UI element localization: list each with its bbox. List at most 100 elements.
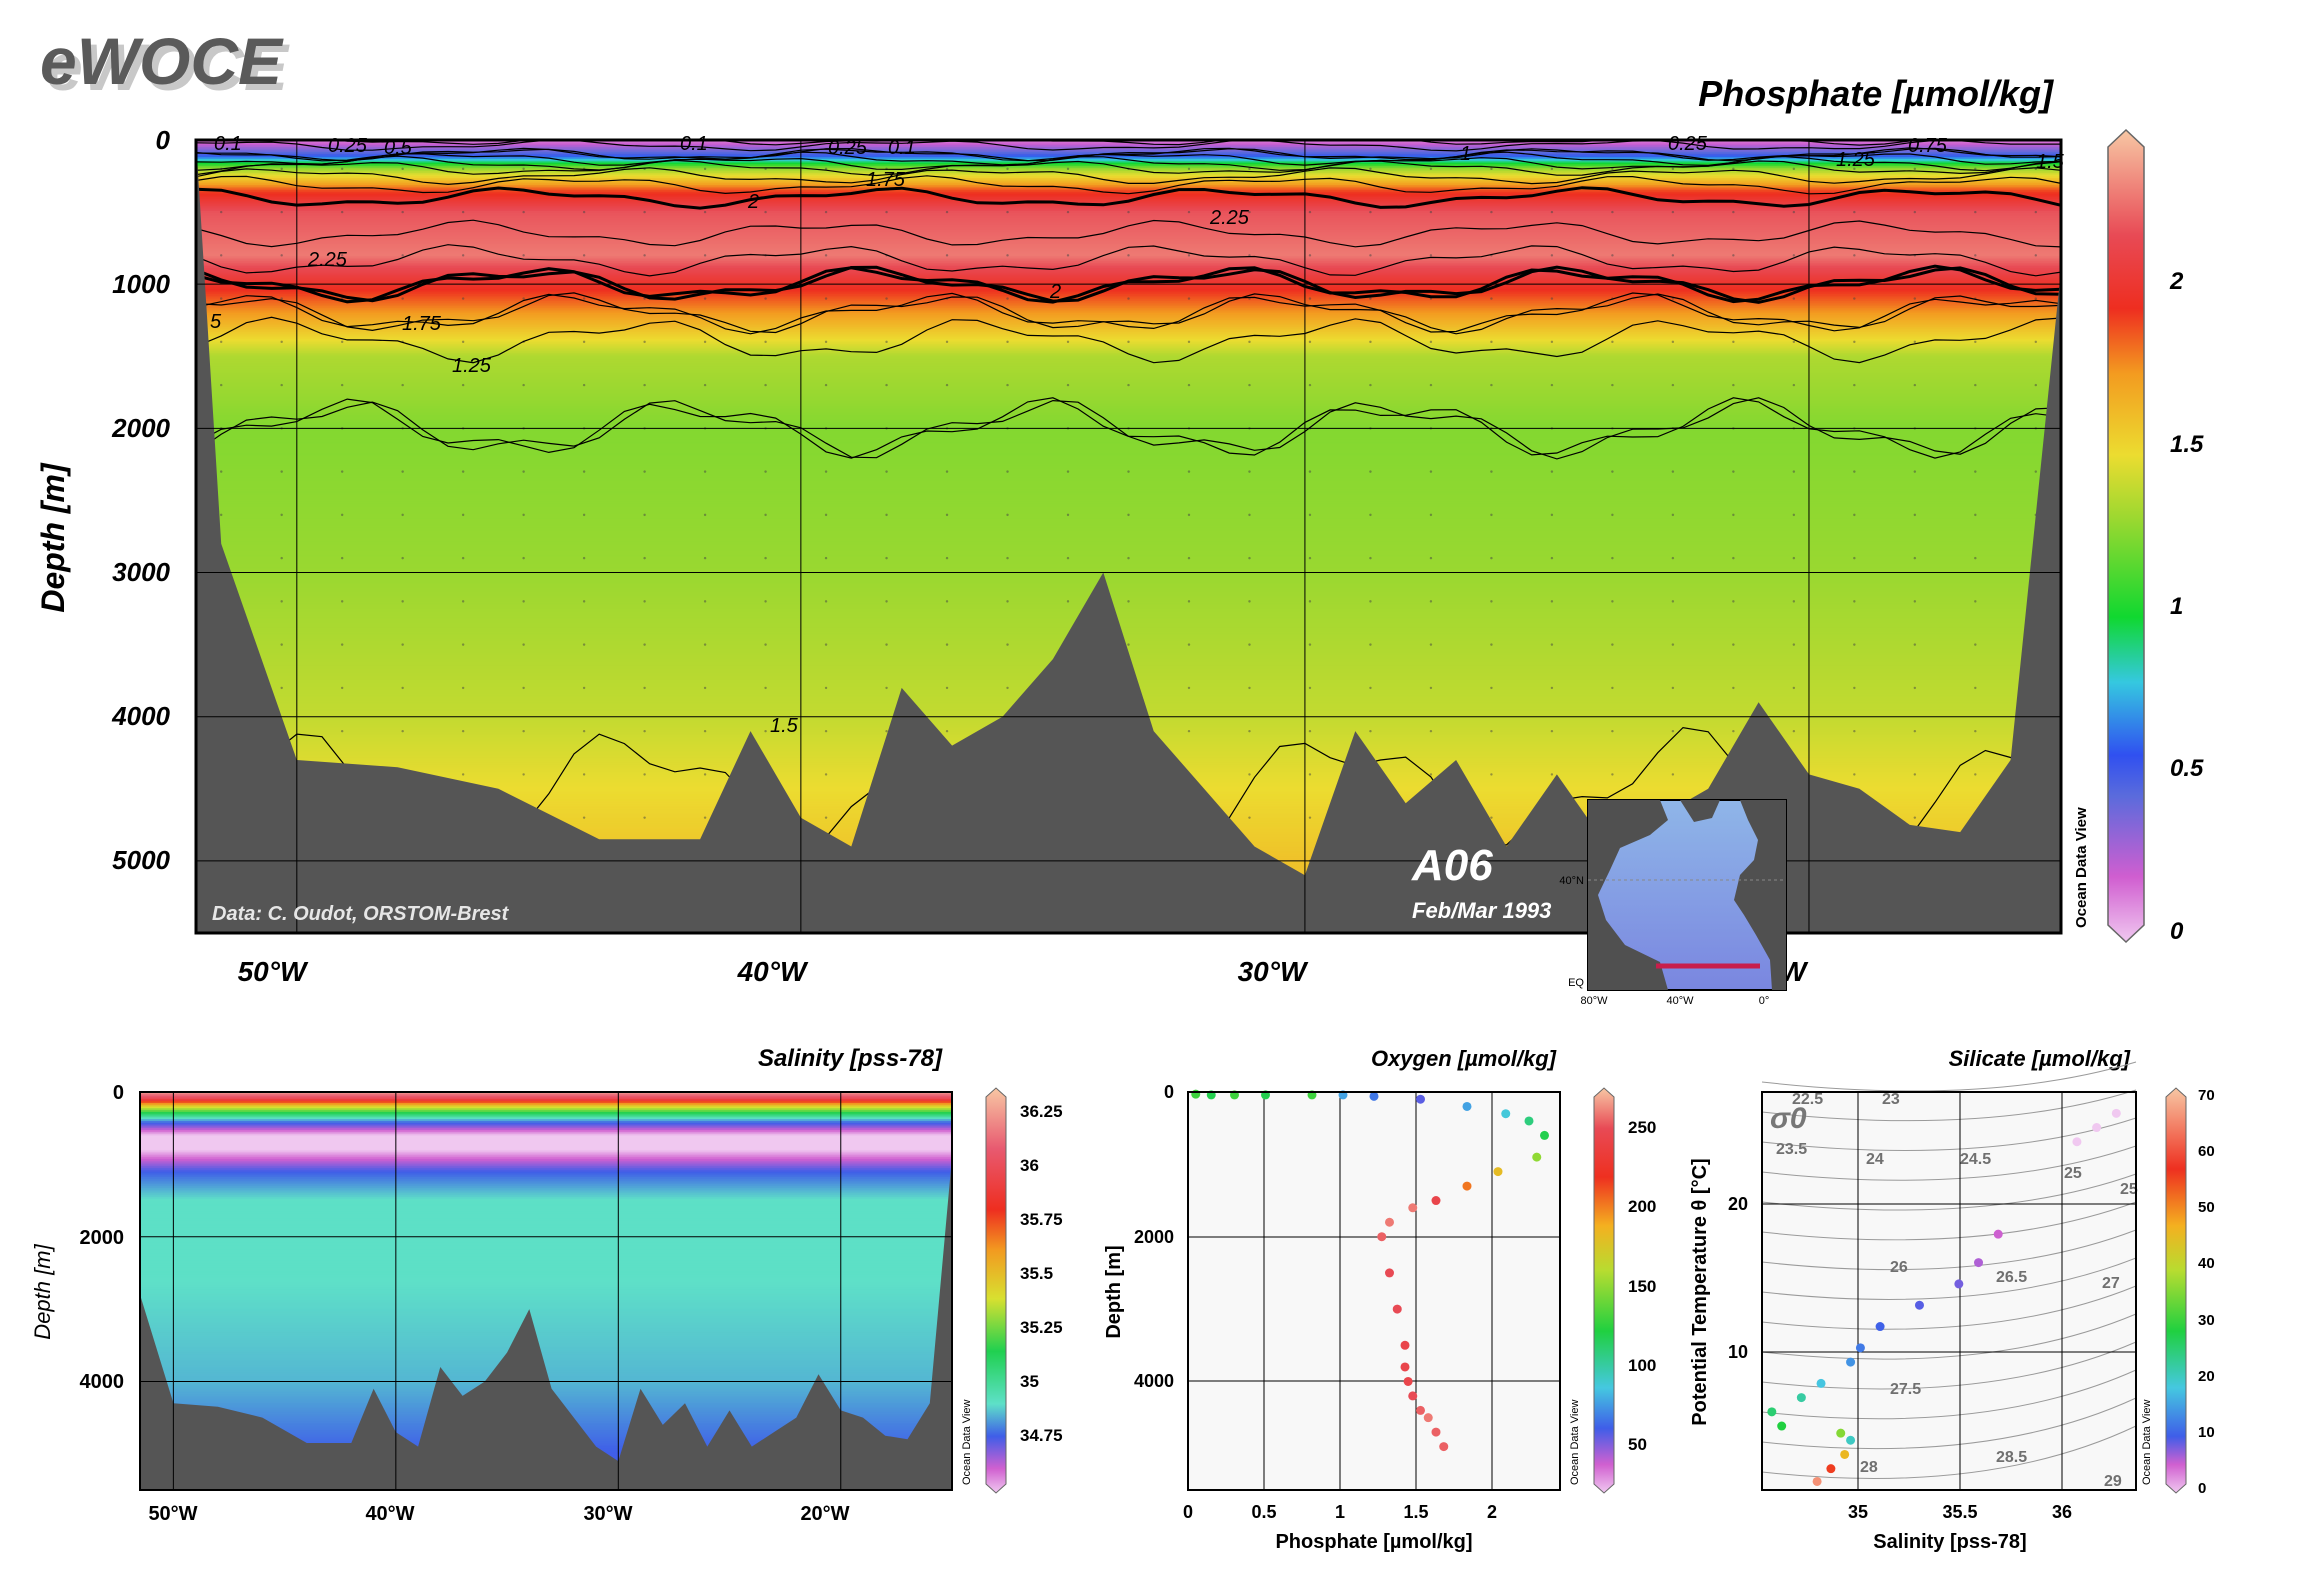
depth-band <box>196 577 2061 581</box>
sample-dot <box>220 210 223 214</box>
sal-cbar-35.25: 35.25 <box>1020 1318 1063 1337</box>
sil-cbar-60: 60 <box>2198 1143 2215 1160</box>
sample-dot <box>1006 167 1009 171</box>
depth-band <box>196 588 2061 591</box>
sample-dot <box>401 297 404 300</box>
sample-dot <box>2034 340 2037 344</box>
depth-band <box>196 356 2061 359</box>
depth-band <box>140 1303 952 1307</box>
depth-band <box>140 1300 952 1303</box>
sample-dot <box>885 383 888 387</box>
sample-dot <box>340 340 344 344</box>
sample-dot <box>1066 513 1070 517</box>
data-point <box>1385 1268 1394 1278</box>
seafloor-topography <box>196 140 2061 933</box>
sample-dot <box>1490 383 1493 387</box>
sil-cbar-50: 50 <box>2198 1199 2215 1216</box>
sample-dot <box>1490 340 1493 344</box>
depth-band <box>196 385 2061 389</box>
sample-dot <box>1792 513 1796 517</box>
depth-band <box>196 323 2061 326</box>
isopycnal <box>1761 1173 2137 1211</box>
sample-dot <box>1006 600 1009 603</box>
sil-cbar-0: 0 <box>2198 1480 2206 1497</box>
depth-band <box>196 435 2061 439</box>
sample-dot <box>1187 729 1191 733</box>
depth-band <box>140 1336 952 1339</box>
ts-points <box>1767 1108 2121 1486</box>
sample-dot <box>2034 254 2037 257</box>
sample-dot <box>945 729 949 733</box>
depth-band <box>196 402 2061 406</box>
contour-label: 0.25 <box>828 137 868 159</box>
depth-band <box>140 1233 952 1236</box>
depth-band <box>140 1312 952 1316</box>
depth-band <box>196 645 2061 648</box>
sample-dot <box>1853 513 1856 517</box>
depth-band <box>196 591 2061 595</box>
sample-dot <box>824 340 828 344</box>
depth-band <box>196 434 2061 437</box>
salinity-grid <box>140 1092 952 1490</box>
data-point <box>1416 1094 1425 1104</box>
contour-label: 0.25 <box>1668 133 1708 155</box>
sal-xtick-30w: 30°W <box>583 1503 632 1525</box>
sample-dot <box>945 340 949 344</box>
depth-band <box>196 553 2061 557</box>
sample-dot <box>1550 297 1554 300</box>
depth-band <box>196 145 2061 148</box>
sal-cbar-35.5: 35.5 <box>1020 1264 1053 1283</box>
sample-dot <box>1127 600 1130 603</box>
depth-band <box>196 349 2061 352</box>
depth-band <box>140 1359 952 1363</box>
depth-band <box>196 217 2061 221</box>
sample-dot <box>1248 816 1251 819</box>
depth-band <box>140 1231 952 1234</box>
depth-band <box>196 413 2061 416</box>
depth-band <box>196 501 2061 505</box>
sample-dot <box>1006 686 1009 690</box>
depth-band <box>196 525 2061 529</box>
depth-band <box>196 465 2061 468</box>
sample-dot <box>1187 210 1191 214</box>
depth-band <box>196 550 2061 553</box>
depth-band <box>196 518 2061 522</box>
data-point <box>1431 1196 1441 1206</box>
depth-band <box>196 461 2061 465</box>
sample-dot <box>1066 167 1070 171</box>
depth-band <box>196 607 2061 610</box>
depth-band <box>196 287 2061 290</box>
sample-dot <box>582 816 586 819</box>
depth-band <box>140 1301 952 1305</box>
depth-band <box>140 1305 952 1309</box>
sample-dot <box>220 383 223 387</box>
sample-dot <box>1187 686 1191 690</box>
sample-dot <box>643 513 646 517</box>
sample-dot <box>1248 729 1251 733</box>
depth-band <box>140 1149 952 1153</box>
depth-band <box>140 1164 952 1167</box>
depth-band <box>196 285 2061 288</box>
depth-band <box>196 333 2061 337</box>
depth-band <box>196 377 2061 380</box>
depth-band <box>140 1129 952 1133</box>
sample-dot <box>1671 340 1675 344</box>
depth-band <box>196 489 2061 493</box>
cbar-tick-0.5: 0.5 <box>2170 755 2204 782</box>
depth-band <box>140 1251 952 1254</box>
depth-band <box>196 212 2061 216</box>
depth-band <box>196 176 2061 179</box>
depth-band <box>196 593 2061 596</box>
data-point <box>1993 1229 2003 1239</box>
depth-band <box>196 496 2061 499</box>
sample-dot <box>1671 773 1675 776</box>
sample-dot <box>1550 686 1554 690</box>
sample-dot <box>1369 513 1372 517</box>
depth-band <box>196 397 2061 401</box>
depth-band <box>196 236 2061 240</box>
sample-dot <box>522 254 525 257</box>
depth-band <box>196 531 2061 534</box>
contour-line <box>196 292 2061 335</box>
oxy-ytick-4000: 4000 <box>1134 1371 1174 1391</box>
sample-dot <box>1671 643 1675 646</box>
